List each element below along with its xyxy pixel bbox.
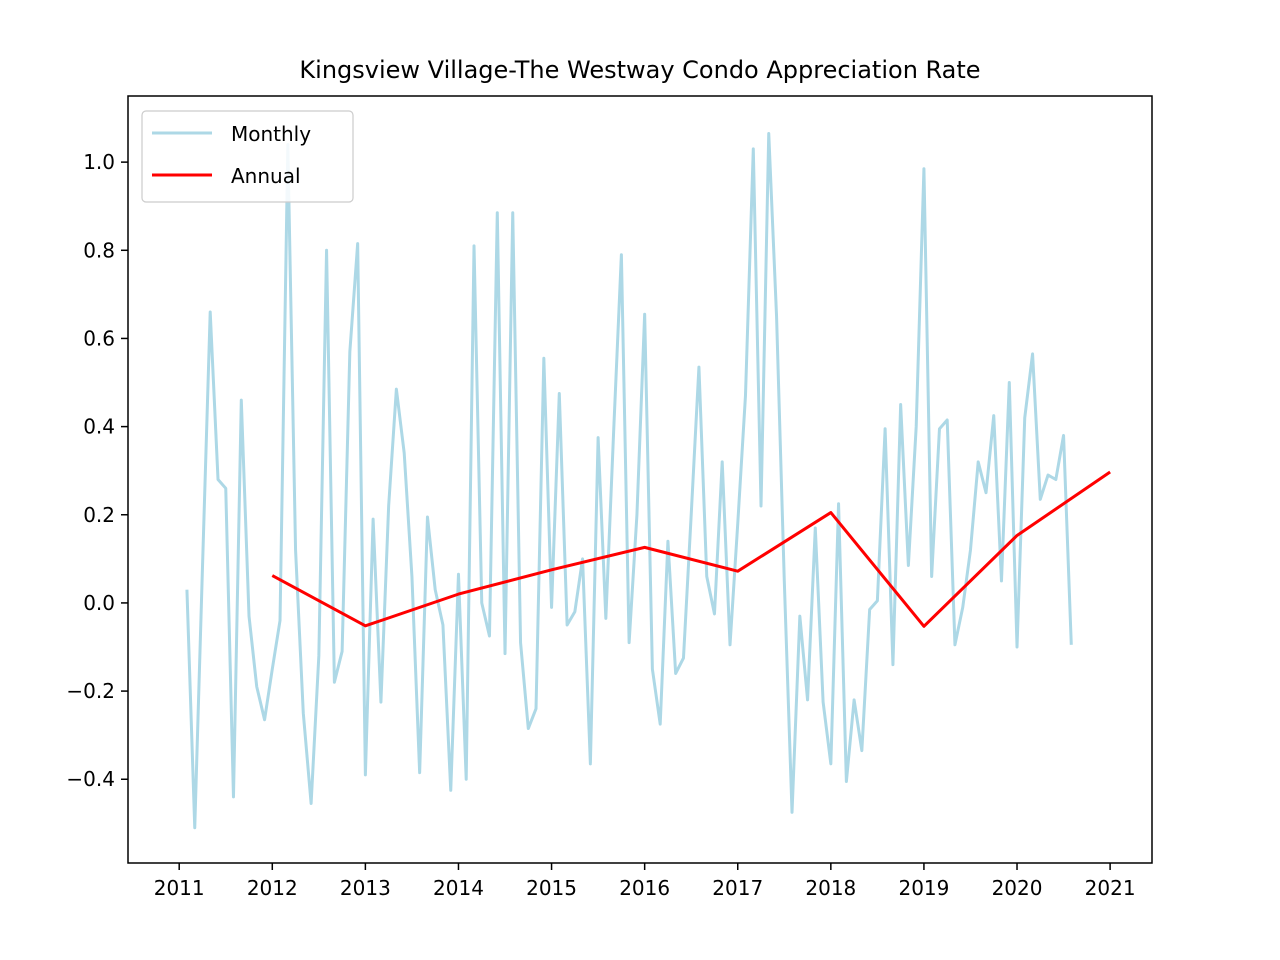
x-tick-label: 2011: [154, 876, 205, 900]
x-tick-label: 2019: [898, 876, 949, 900]
x-tick-label: 2016: [619, 876, 670, 900]
chart-title: Kingsview Village-The Westway Condo Appr…: [299, 56, 980, 84]
series-line-annual: [271, 470, 1111, 628]
y-tick-label: 0.6: [83, 326, 115, 350]
x-tick-label: 2012: [247, 876, 298, 900]
y-tick-label: 0.8: [83, 238, 115, 262]
legend-monthly-label: Monthly: [231, 122, 311, 146]
x-tick-label: 2021: [1085, 876, 1136, 900]
y-tick-label: 0.4: [83, 415, 115, 439]
y-tick-label: −0.4: [66, 767, 115, 791]
x-tick-label: 2015: [526, 876, 577, 900]
x-tick-label: 2017: [712, 876, 763, 900]
series-layer: [185, 131, 1111, 830]
y-tick-label: 0.0: [83, 591, 115, 615]
y-tick-label: 1.0: [83, 150, 115, 174]
y-tick-label: −0.2: [66, 679, 115, 703]
legend-annual-label: Annual: [231, 164, 301, 188]
x-tick-label: 2014: [433, 876, 484, 900]
x-tick-label: 2013: [340, 876, 391, 900]
plot-frame: [127, 95, 1153, 864]
x-tick-label: 2018: [805, 876, 856, 900]
x-tick-label: 2020: [992, 876, 1043, 900]
series-line-monthly: [185, 131, 1073, 830]
legend: Monthly Annual: [141, 110, 354, 203]
y-tick-label: 0.2: [83, 503, 115, 527]
axis-layer: 2011 2012 2013 2014 2015 2016 2017 2018 2019 2020…: [66, 150, 1135, 900]
